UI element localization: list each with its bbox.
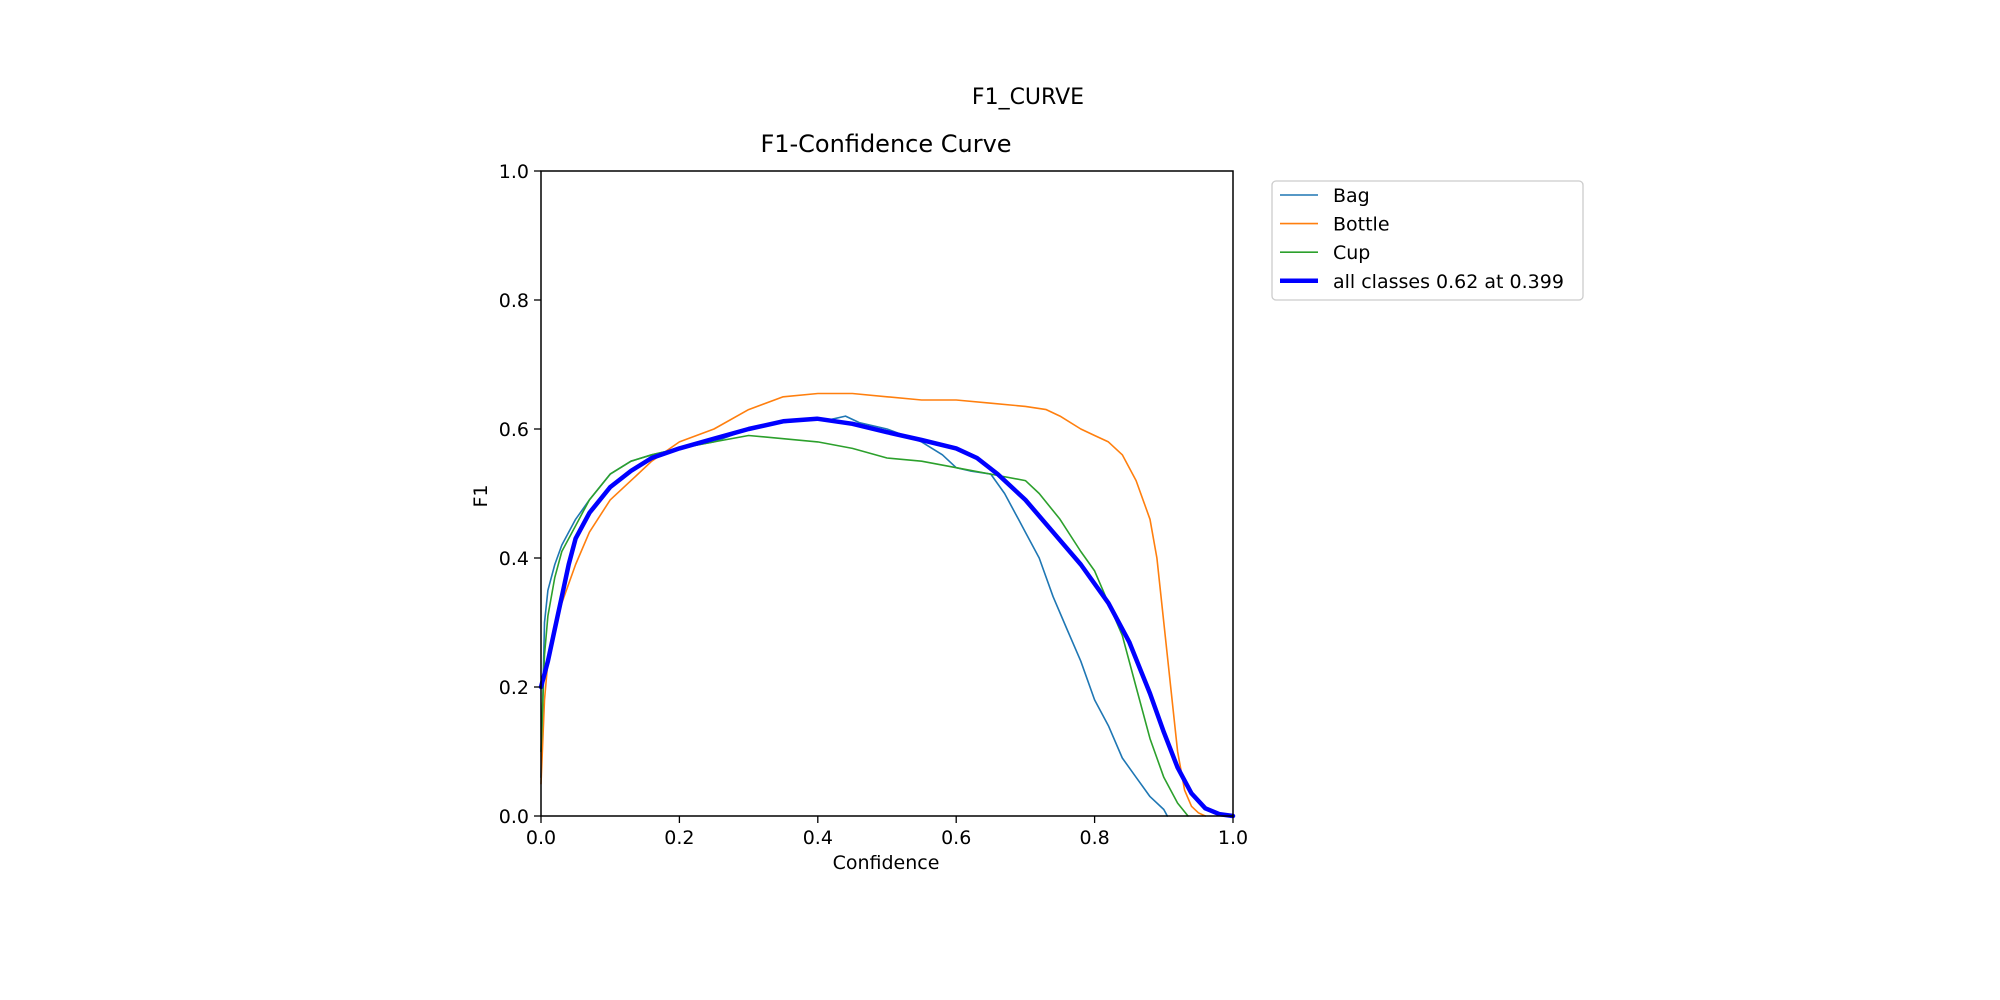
series-layer [538,392,1236,819]
x-axis-label: Confidence [833,852,940,874]
legend-label: Cup [1333,242,1370,264]
series-line-1 [540,392,1207,817]
legend-label: all classes 0.62 at 0.399 [1333,271,1564,293]
axis-ticks: 0.0 0.2 0.4 0.6 0.8 1.0 0.0 0.2 0.4 0.6 0.8 1.0 [499,161,1248,849]
legend-box [1271,180,1584,301]
y-tick-label: 1.0 [499,161,529,183]
legend: Bag Bottle Cup all classes 0.62 at 0.399 [1271,180,1584,301]
legend-items: Bag Bottle Cup all classes 0.62 at 0.399 [1280,185,1564,293]
x-tick-label: 0.0 [526,827,556,849]
y-tick-label: 0.2 [499,677,529,699]
series-line-2 [540,434,1189,817]
figure-suptitle: F1_CURVE [972,85,1084,110]
x-tick-label: 0.6 [941,827,971,849]
y-tick-label: 0.8 [499,290,529,312]
legend-label: Bottle [1333,214,1390,236]
legend-label: Bag [1333,185,1370,207]
y-tick-label: 0.4 [499,548,529,570]
x-tick-label: 0.8 [1079,827,1109,849]
x-tick-label: 0.2 [664,827,694,849]
y-tick-label: 0.0 [499,806,529,828]
y-axis-label: F1 [470,484,492,507]
series-line-3 [538,416,1236,819]
chart-title: F1-Confidence Curve [760,130,1011,158]
y-tick-label: 0.6 [499,419,529,441]
x-tick-label: 0.4 [803,827,833,849]
x-tick-label: 1.0 [1218,827,1248,849]
plot-area-frame [540,170,1234,817]
